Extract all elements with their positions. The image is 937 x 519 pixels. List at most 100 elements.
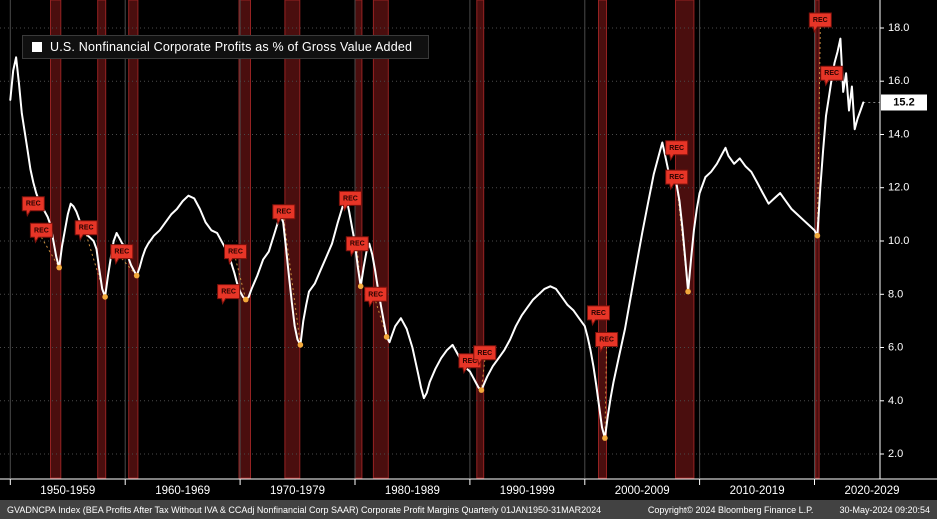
rec-tag-text: REC (79, 225, 94, 232)
rec-connector (480, 359, 486, 391)
rec-tag[interactable]: REC (595, 332, 619, 353)
rec-tag-text: REC (368, 291, 383, 298)
rec-tag-shape (21, 196, 45, 218)
rec-tag-shape (364, 286, 388, 308)
rec-tag-shape (29, 222, 53, 244)
recession-band (284, 0, 301, 479)
trough-dot (133, 272, 140, 279)
rec-tag-shape (338, 190, 362, 212)
rec-tag-shape (665, 169, 689, 191)
rec-tag[interactable]: REC (338, 190, 362, 212)
y-axis-label: 12.0 (888, 182, 909, 194)
legend-swatch-icon (32, 42, 42, 52)
legend-label: U.S. Nonfinancial Corporate Profits as %… (50, 40, 413, 54)
rec-tag[interactable]: REC (217, 284, 241, 305)
rec-tag-shape (110, 244, 134, 265)
x-axis-label: 1990-1999 (500, 485, 555, 497)
y-axis-label: 6.0 (888, 342, 903, 354)
rec-tag-shape (665, 140, 689, 162)
recession-band (372, 0, 389, 479)
rec-connector (604, 346, 608, 439)
rec-tag-text: REC (350, 241, 365, 248)
rec-tag[interactable]: REC (808, 12, 832, 34)
rec-tag[interactable]: REC (587, 305, 610, 327)
recession-band (238, 0, 251, 479)
y-axis-label: 14.0 (888, 129, 909, 141)
rec-tag[interactable]: REC (473, 345, 497, 367)
rec-tag-text: REC (477, 350, 492, 357)
rec-tag-text: REC (34, 227, 49, 234)
footer-copyright: Copyright© 2024 Bloomberg Finance L.P. (647, 504, 814, 515)
x-axis-label: 2020-2029 (845, 485, 900, 497)
rec-tag-shape (473, 345, 497, 367)
rec-connector (40, 237, 60, 268)
trough-dot (297, 342, 304, 348)
profit-margin-chart: 2.0 4.0 6.0 8.0 10.0 12.0 14.0 16.0 18.0 1950-195… (0, 0, 937, 497)
y-axis-label: 16.0 (888, 75, 909, 87)
rec-tag[interactable]: REC (820, 65, 844, 87)
rec-tag-shape (217, 284, 241, 305)
status-bar: GVADNCPA Index (BEA Profits After Tax Wi… (0, 500, 937, 519)
rec-tag[interactable]: REC (224, 244, 247, 265)
y-axis-label: 18.0 (888, 22, 909, 34)
rec-tag[interactable]: REC (665, 140, 689, 162)
last-value-label: 15.2 (881, 94, 927, 111)
rec-tag-shape (272, 204, 296, 226)
recession-band (598, 0, 607, 479)
rec-tag-text: REC (343, 195, 358, 202)
y-axis-label: 4.0 (888, 395, 903, 407)
footer-description: GVADNCPA Index (BEA Profits After Tax Wi… (7, 504, 602, 515)
rec-tag-text: REC (114, 249, 129, 256)
rec-tag-text: REC (276, 209, 291, 216)
chart-legend[interactable]: U.S. Nonfinancial Corporate Profits as %… (22, 35, 430, 59)
rec-tag[interactable]: REC (345, 236, 369, 258)
rec-tag[interactable]: REC (29, 222, 53, 244)
trough-dot (685, 288, 691, 295)
rec-tag-shape (224, 244, 247, 265)
rec-connector (121, 258, 138, 276)
rec-tag-text: REC (591, 310, 606, 317)
trough-dot (383, 334, 390, 340)
x-axis-label: 2010-2019 (730, 485, 785, 497)
rec-tag-shape (587, 305, 610, 327)
rec-tag[interactable]: REC (364, 286, 388, 308)
x-axis-label: 1970-1979 (270, 485, 325, 497)
trough-dot (602, 435, 608, 441)
rec-tag-shape (808, 12, 832, 34)
rec-tag-shape (595, 332, 619, 353)
recession-band (97, 0, 107, 479)
rec-connector (235, 258, 247, 300)
y-axis-label: 10.0 (888, 235, 909, 247)
recession-band (815, 0, 820, 479)
y-axis-label: 8.0 (888, 288, 903, 300)
rec-tag-text: REC (669, 145, 684, 152)
trough-dot (102, 294, 108, 300)
rec-tag-text: REC (221, 289, 236, 296)
x-axis-label: 2000-2009 (615, 485, 670, 497)
rec-tag-text: REC (463, 358, 478, 365)
rec-tag[interactable]: REC (21, 196, 45, 218)
x-axis-label: 1980-1989 (385, 485, 440, 497)
rec-tag-text: REC (824, 70, 839, 77)
rec-tag-text: REC (599, 337, 614, 344)
recession-band (128, 0, 139, 479)
y-axis-label: 2.0 (888, 448, 903, 460)
rec-tag[interactable]: REC (665, 169, 689, 191)
rec-tag[interactable]: REC (74, 220, 98, 242)
trough-dot (56, 264, 62, 271)
trough-dot (243, 296, 249, 303)
trough-dot (478, 387, 485, 393)
rec-tag-text: REC (26, 201, 41, 208)
rec-connector (85, 234, 106, 298)
rec-tag[interactable]: REC (110, 244, 134, 265)
rec-tag[interactable]: REC (272, 204, 296, 226)
rec-connector (283, 218, 301, 345)
x-axis-label: 1960-1969 (155, 485, 210, 497)
footer-timestamp: 30-May-2024 09:20:54 (839, 504, 930, 515)
rec-tag-text: REC (813, 17, 828, 24)
recession-band (675, 0, 695, 479)
series-line (9, 37, 865, 440)
x-axis-label: 1950-1959 (40, 485, 95, 497)
rec-tag-shape (820, 65, 844, 87)
